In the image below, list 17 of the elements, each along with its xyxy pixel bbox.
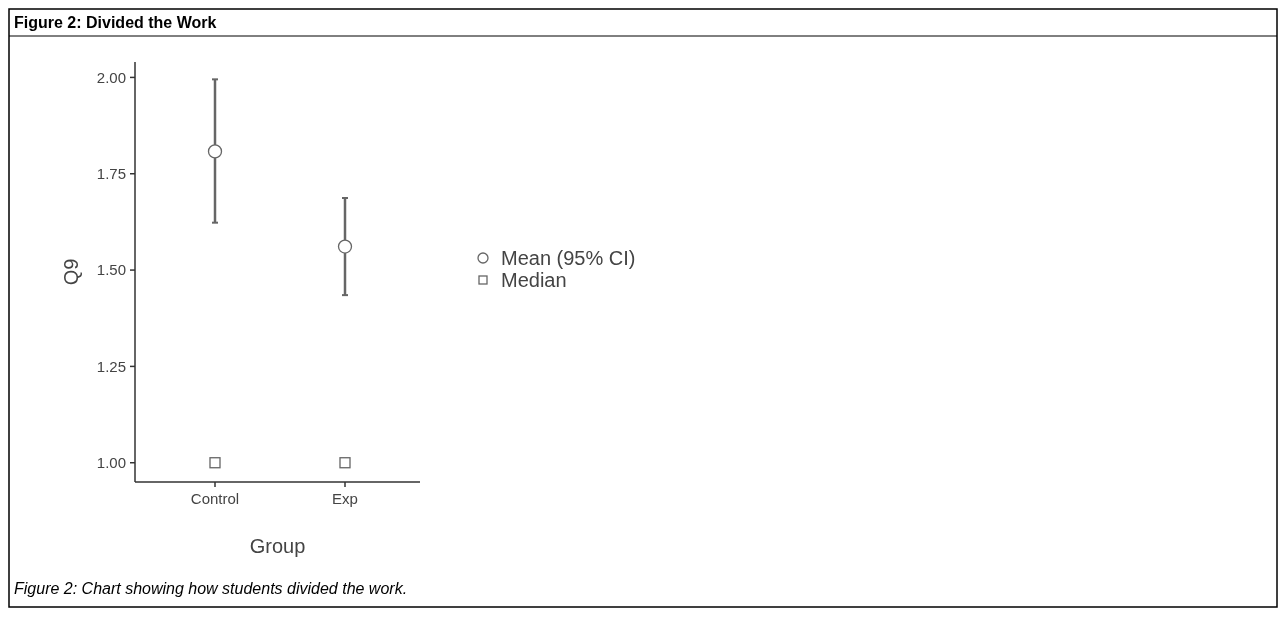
y-tick-label: 1.25 <box>96 357 126 375</box>
y-tick-label: 1.75 <box>96 164 126 182</box>
chart-title: Figure 2: Divided the Work <box>14 14 217 31</box>
point <box>339 457 351 469</box>
x-axis-title: Group <box>249 535 306 557</box>
y-axis-title: Q9 <box>60 258 82 286</box>
y-tick-label: 1.50 <box>96 261 126 279</box>
y-tick-label: 2.00 <box>96 68 126 86</box>
x-tick-label: Control <box>190 490 240 507</box>
point <box>207 144 223 159</box>
y-tick-label: 1.00 <box>96 453 126 471</box>
legend-label: Mean (95% CI) <box>501 247 636 269</box>
point <box>209 457 221 469</box>
x-tick-label: Exp <box>332 490 358 507</box>
caption: Figure 2: Chart showing how students divided the work. <box>14 580 408 597</box>
point <box>337 239 353 254</box>
legend-label: Median <box>501 269 567 291</box>
